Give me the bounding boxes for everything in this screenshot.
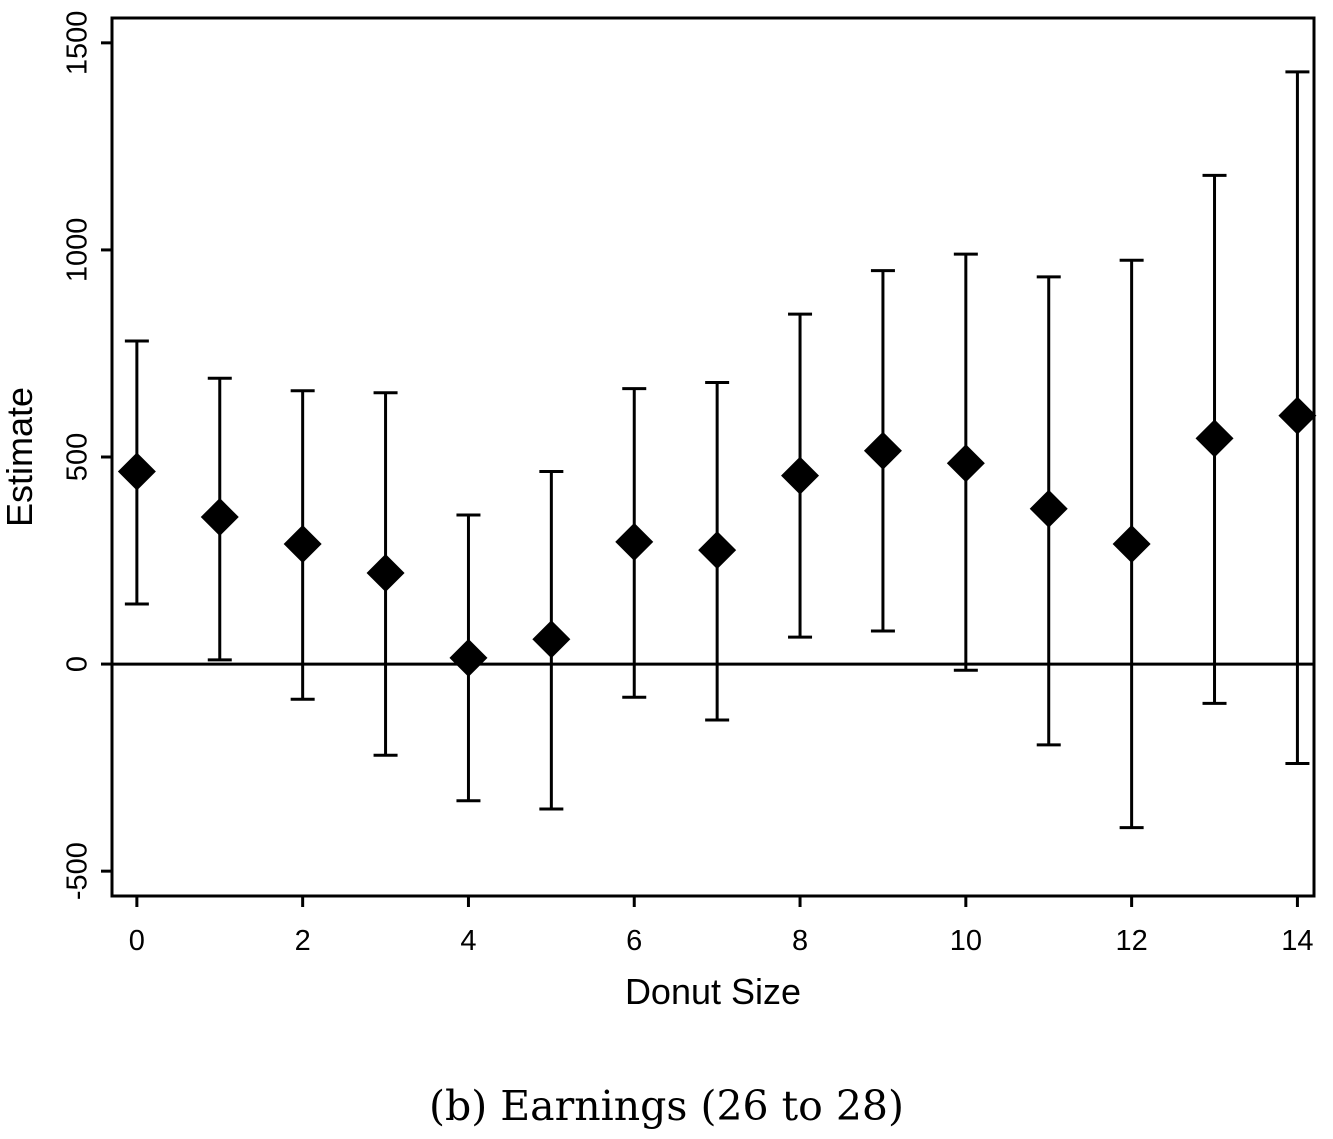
figure-caption: (b) Earnings (26 to 28) — [428, 1082, 905, 1130]
data-point-4 — [449, 513, 488, 803]
data-point-7 — [698, 380, 737, 722]
y-axis: -500 0 500 1000 1500 — [62, 11, 112, 900]
estimate-marker-6 — [615, 522, 654, 561]
x-tick-label-4: 8 — [792, 925, 808, 957]
estimate-marker-11 — [1029, 489, 1068, 528]
y-axis-title: Estimate — [0, 387, 40, 527]
y-tick-label-4: 1500 — [62, 11, 94, 76]
y-tick-label-0: -500 — [62, 842, 94, 900]
x-tick-label-2: 4 — [460, 925, 476, 957]
x-axis: 0 2 4 6 8 10 12 14 — [129, 896, 1314, 957]
data-point-10 — [946, 252, 985, 672]
estimate-marker-10 — [946, 444, 985, 483]
data-point-3 — [366, 391, 405, 757]
estimate-marker-4 — [449, 638, 488, 677]
x-tick-label-6: 12 — [1115, 925, 1147, 957]
x-tick-label-7: 14 — [1281, 925, 1313, 957]
x-tick-label-5: 10 — [950, 925, 982, 957]
data-point-9 — [863, 269, 902, 633]
estimate-marker-3 — [366, 553, 405, 592]
data-point-0 — [117, 339, 156, 606]
data-point-1 — [200, 376, 239, 662]
y-tick-label-1: 0 — [62, 656, 94, 672]
data-point-11 — [1029, 275, 1068, 747]
data-point-14 — [1278, 70, 1317, 765]
estimate-marker-2 — [283, 524, 322, 563]
estimate-marker-9 — [863, 431, 902, 470]
data-point-6 — [615, 387, 654, 699]
data-point-8 — [781, 312, 820, 639]
x-axis-title: Donut Size — [625, 971, 801, 1012]
estimate-marker-13 — [1195, 419, 1234, 458]
estimate-marker-14 — [1278, 396, 1317, 435]
data-point-2 — [283, 389, 322, 701]
estimate-marker-12 — [1112, 524, 1151, 563]
estimate-marker-0 — [117, 452, 156, 491]
estimate-marker-5 — [532, 620, 571, 659]
data-marks — [117, 70, 1317, 830]
plot-frame — [110, 16, 1316, 898]
y-tick-label-2: 500 — [62, 433, 94, 481]
x-tick-label-3: 6 — [626, 925, 642, 957]
estimate-marker-1 — [200, 498, 239, 537]
estimate-marker-7 — [698, 531, 737, 570]
x-tick-label-0: 0 — [129, 925, 145, 957]
data-point-13 — [1195, 173, 1234, 705]
data-point-5 — [532, 469, 571, 811]
estimate-marker-8 — [781, 456, 820, 495]
data-point-12 — [1112, 258, 1151, 830]
x-tick-label-1: 2 — [295, 925, 311, 957]
y-tick-label-3: 1000 — [62, 218, 94, 283]
